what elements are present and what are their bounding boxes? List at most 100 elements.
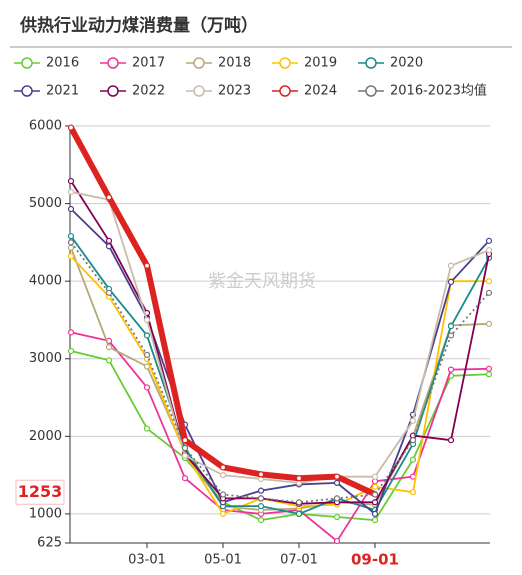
y-tick-label: 1000 (29, 506, 62, 521)
point (485, 289, 493, 296)
legend-label: 2021 (46, 84, 79, 99)
legend-marker (365, 57, 377, 69)
point (67, 329, 75, 336)
legend-marker (107, 85, 119, 97)
legend-marker (21, 85, 33, 97)
point (257, 517, 265, 524)
point (447, 262, 455, 269)
point (219, 472, 227, 479)
point (105, 194, 113, 201)
point (105, 344, 113, 351)
legend-marker (279, 85, 291, 97)
y-tick-label: 2000 (29, 429, 62, 444)
point (371, 473, 379, 480)
y-tick-label: 625 (37, 536, 62, 551)
legend-label: 2022 (132, 84, 165, 99)
point (333, 537, 341, 545)
point (181, 437, 189, 444)
point (67, 177, 75, 185)
point (105, 289, 113, 296)
point (447, 366, 455, 373)
point (181, 475, 189, 482)
point (257, 503, 265, 510)
point (371, 499, 379, 506)
legend-label: 2020 (390, 56, 423, 71)
point (219, 491, 227, 498)
highlight-label: 1253 (18, 482, 63, 501)
legend-marker (193, 57, 205, 69)
point (67, 205, 75, 213)
legend-label: 2018 (218, 56, 251, 71)
point (143, 262, 151, 269)
legend-label: 2019 (304, 56, 337, 71)
point (371, 510, 379, 518)
legend-marker (365, 85, 377, 97)
chart-title: 供热行业动力煤消费量（万吨） (19, 15, 258, 36)
point (333, 495, 341, 502)
point (371, 483, 379, 490)
point (143, 425, 151, 432)
point (333, 513, 341, 521)
x-tick-label: 03-01 (128, 553, 166, 568)
point (447, 323, 455, 330)
point (67, 239, 75, 246)
highlight-box (15, 479, 65, 505)
legend-label: 2017 (132, 56, 165, 71)
point (409, 489, 417, 496)
point (67, 233, 75, 240)
series-line (70, 350, 490, 522)
y-tick-label: 4000 (29, 274, 62, 289)
legend-label: 2024 (304, 84, 337, 99)
series-line (70, 191, 490, 484)
legend-marker (279, 57, 291, 69)
legend-marker (193, 85, 205, 97)
x-tick-label: 05-01 (204, 553, 242, 568)
point (485, 371, 493, 378)
point (409, 456, 417, 463)
point (485, 320, 493, 327)
point (371, 517, 379, 524)
point (333, 473, 341, 480)
point (143, 384, 151, 391)
series-line (70, 255, 489, 515)
point (371, 491, 379, 498)
point (333, 479, 341, 486)
point (257, 487, 265, 494)
point (143, 332, 151, 339)
point (257, 471, 265, 478)
point (409, 437, 417, 444)
point (295, 499, 303, 506)
point (447, 437, 455, 444)
y-tick-label: 5000 (29, 196, 62, 211)
y-tick-label: 6000 (29, 119, 62, 134)
series-line (70, 208, 490, 515)
point (105, 237, 113, 244)
point (485, 247, 493, 254)
legend-label: 2016 (46, 56, 79, 71)
point (447, 332, 455, 339)
point (219, 510, 227, 518)
point (143, 351, 151, 358)
series-line (70, 235, 490, 515)
series-line (68, 126, 377, 498)
point (67, 124, 75, 131)
point (257, 495, 265, 502)
point (67, 253, 75, 260)
point (181, 452, 189, 459)
point (219, 464, 227, 471)
y-tick-label: 3000 (29, 351, 62, 366)
point (67, 347, 75, 355)
x-tick-label: 07-01 (280, 553, 318, 568)
point (181, 444, 189, 452)
point (143, 316, 151, 324)
point (105, 357, 113, 364)
point (295, 475, 303, 482)
legend-label: 2023 (218, 84, 251, 99)
legend-label: 2016-2023均值 (390, 83, 487, 99)
x-tick-label: 09-01 (351, 551, 399, 569)
point (67, 188, 75, 196)
point (485, 278, 493, 285)
point (409, 417, 417, 424)
legend-marker (107, 57, 119, 69)
